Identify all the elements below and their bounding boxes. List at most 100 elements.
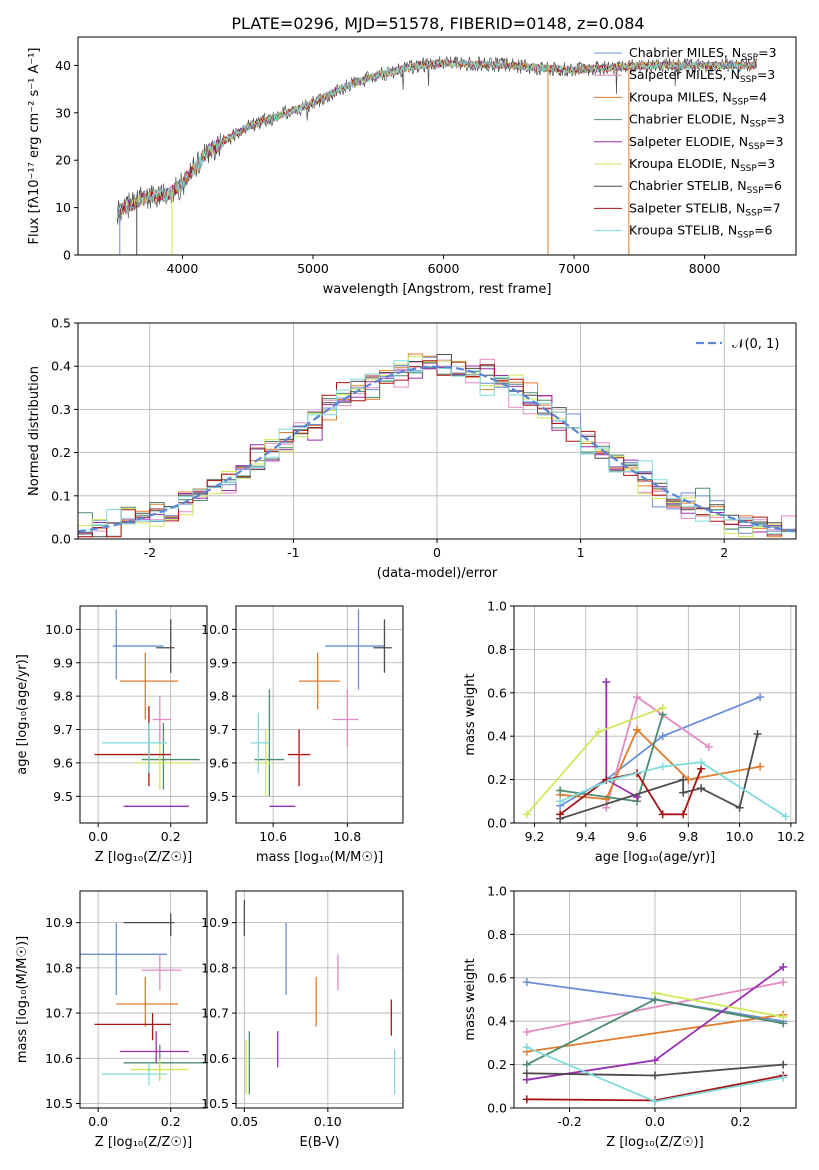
x-tick-label: -2 xyxy=(144,545,156,560)
y-tick-label: 9.6 xyxy=(209,755,229,770)
legend-label: Salpeter ELODIE, NSSP=3 xyxy=(629,134,783,152)
legend-count: =3 xyxy=(758,45,776,60)
plot-area xyxy=(236,606,403,823)
legend-subscript: SSP xyxy=(732,97,749,107)
x-axis-label: Z [log₁₀(Z/Z☉)] xyxy=(606,1135,703,1150)
y-tick-label: 0.4 xyxy=(487,1014,507,1029)
plot-area xyxy=(78,323,796,539)
legend-label: Chabrier STELIB, NSSP=6 xyxy=(629,178,782,196)
weight-marker xyxy=(697,758,706,767)
x-tick-label: 0.2 xyxy=(731,1114,751,1129)
legend: Chabrier MILES, NSSP=3 Salpeter MILES, NS… xyxy=(594,45,785,241)
legend-count: =6 xyxy=(764,178,782,193)
y-tick-label: 0.4 xyxy=(487,729,507,744)
y-tick-label: 0.5 xyxy=(51,316,71,331)
legend-subscript: SSP xyxy=(747,186,764,196)
y-tick-label: 10.8 xyxy=(45,960,73,975)
weight-marker xyxy=(651,1056,659,1065)
x-tick-label: 8000 xyxy=(689,261,721,276)
weight-marker xyxy=(658,810,667,819)
plot-area xyxy=(514,606,796,823)
x-tick-label: 7000 xyxy=(558,261,590,276)
y-tick-label: 10.9 xyxy=(45,915,73,930)
weight-marker xyxy=(735,803,744,812)
weight-line-2 xyxy=(526,981,784,1033)
y-tick-label: 9.5 xyxy=(53,789,73,804)
chart-residuals: 𝒩(0, 1) -2 -1 0 1 2 0.0 0.1 0.2 0.3 0.4 0.5 (data-mo… xyxy=(27,316,797,581)
weight-marker xyxy=(781,812,790,821)
chart-age_vs_mass: 10.6 10.8 9.5 9.6 9.7 9.8 9.9 10.0 mass [log₁₀(M… xyxy=(201,605,404,865)
y-tick-label: 0.0 xyxy=(487,816,507,831)
y-tick-label: 0.0 xyxy=(51,532,71,547)
y-tick-label: 10.7 xyxy=(201,1006,229,1021)
y-tick-label: 0.8 xyxy=(487,927,507,942)
y-tick-label: 0 xyxy=(63,248,71,263)
x-tick-label: 0.10 xyxy=(314,1114,342,1129)
weight-marker xyxy=(602,803,611,812)
y-axis-label: age [log₁₀(age/yr)] xyxy=(15,654,30,775)
y-tick-label: 10.5 xyxy=(45,1096,73,1111)
plot-area xyxy=(236,891,403,1108)
legend-label: Kroupa MILES, NSSP=4 xyxy=(629,89,767,107)
chart-spectrum: Chabrier MILES, NSSP=3 Salpeter MILES, NS… xyxy=(27,36,797,297)
x-tick-label: 9.4 xyxy=(576,829,596,844)
plot-area xyxy=(514,891,796,1108)
legend-count: =7 xyxy=(762,200,780,215)
weight-marker xyxy=(607,775,616,784)
legend-count: =3 xyxy=(757,67,775,82)
chart-age_vs_Z: 0.0 0.2 9.5 9.6 9.7 9.8 9.9 10.0 Z [log₁₀(Z/Z☉)]… xyxy=(15,605,208,865)
x-tick-label: -0.2 xyxy=(557,1114,581,1129)
weight-marker xyxy=(679,810,688,819)
y-tick-label: 0.1 xyxy=(51,488,71,503)
weight-marker xyxy=(522,1069,531,1078)
weight-marker xyxy=(522,1028,531,1037)
y-tick-label: 10.9 xyxy=(201,915,229,930)
legend-label: Salpeter MILES, NSSP=3 xyxy=(629,67,775,85)
legend-label: 𝒩(0, 1) xyxy=(732,337,779,352)
y-tick-label: 10.5 xyxy=(201,1096,229,1111)
legend-count: =3 xyxy=(757,156,775,171)
weight-marker xyxy=(556,797,565,806)
x-axis-label: Z [log₁₀(Z/Z☉)] xyxy=(95,850,192,865)
weight-marker xyxy=(522,1095,531,1104)
x-tick-label: 5000 xyxy=(297,261,329,276)
legend-label: Chabrier MILES, NSSP=3 xyxy=(629,45,777,63)
legend-subscript: SSP xyxy=(748,142,765,152)
x-tick-label: 9.2 xyxy=(525,829,545,844)
x-tick-label: 10.6 xyxy=(259,829,287,844)
legend-subscript: SSP xyxy=(737,231,754,241)
figure-title: PLATE=0296, MJD=51578, FIBERID=0148, z=0… xyxy=(231,14,644,33)
weight-marker xyxy=(779,1012,788,1021)
y-tick-label: 0.2 xyxy=(487,772,507,787)
chart-mass_vs_Z: 0.0 0.2 10.5 10.6 10.7 10.8 10.9 Z [log₁₀(Z/Z☉)… xyxy=(15,890,208,1150)
legend-count: =4 xyxy=(749,89,767,104)
y-axis-label: Flux [fλ10⁻¹⁷ erg cm⁻² s⁻¹ A⁻¹] xyxy=(27,48,42,245)
weight-line-2 xyxy=(605,695,710,809)
y-axis-label: Normed distribution xyxy=(27,366,42,496)
y-tick-label: 0.6 xyxy=(487,970,507,985)
y-tick-label: 1.0 xyxy=(487,599,507,614)
x-tick-label: 10.0 xyxy=(726,829,754,844)
y-tick-label: 10.6 xyxy=(201,1051,229,1066)
weight-marker xyxy=(779,1073,788,1082)
y-tick-label: 9.6 xyxy=(53,755,73,770)
x-tick-label: 4000 xyxy=(167,261,199,276)
legend-count: =3 xyxy=(766,112,784,127)
y-tick-label: 9.8 xyxy=(209,689,229,704)
x-tick-label: 9.8 xyxy=(678,829,698,844)
weight-line-1 xyxy=(559,696,761,807)
axes-frame xyxy=(235,605,404,824)
y-tick-label: 10.8 xyxy=(201,960,229,975)
y-tick-label: 0.6 xyxy=(487,685,507,700)
y-tick-label: 10.7 xyxy=(45,1006,73,1021)
y-tick-label: 10.0 xyxy=(201,622,229,637)
chart-mass_weight_vs_Z: -0.2 0.0 0.2 0.0 0.2 0.4 0.6 0.8 1.0 Z [log₁₀(Z/Z… xyxy=(463,884,797,1150)
weight-line-6 xyxy=(654,992,784,1018)
y-tick-label: 20 xyxy=(55,153,71,168)
axes-frame xyxy=(513,605,797,824)
axes-frame xyxy=(235,890,404,1109)
legend-subscript: SSP xyxy=(741,53,758,63)
x-tick-label: 9.6 xyxy=(627,829,647,844)
y-tick-label: 0.2 xyxy=(487,1057,507,1072)
